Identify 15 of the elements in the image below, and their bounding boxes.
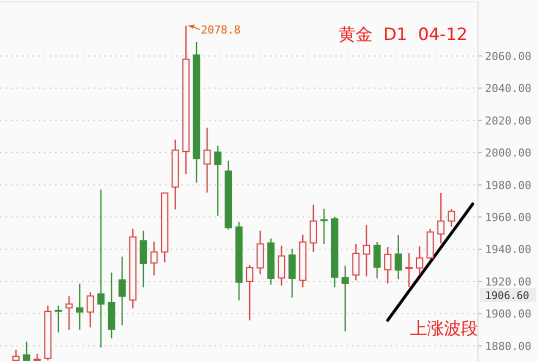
annotation: 2078.8 [200,24,241,37]
line-series [386,202,474,322]
text: 黄金 D1 04-12 [338,25,468,45]
y-tick-label: 2040.00 [485,82,532,96]
y-tick-label: 2000.00 [485,146,532,160]
y-tick-label: 2020.00 [485,114,532,128]
y-tick-label: 2060.00 [485,50,532,63]
y-tick-label: 1920.00 [485,275,532,288]
y-tick-label: 1880.00 [485,340,532,353]
annotation: 上涨波段 [410,319,478,339]
y-tick-label: 1940.00 [485,243,532,256]
y-tick-label: 1900.00 [485,308,532,321]
y-tick-label: 1980.00 [485,178,532,192]
text: 1906.60 [485,290,530,302]
y-tick-label: 1960.00 [485,211,532,224]
